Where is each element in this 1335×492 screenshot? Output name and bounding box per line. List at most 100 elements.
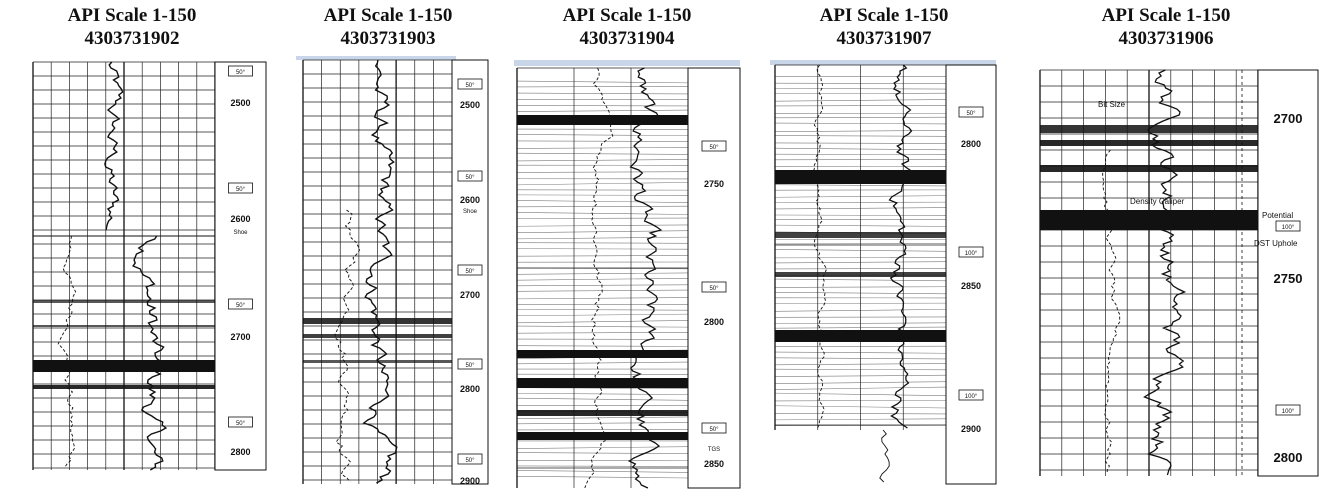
scale-box: 100° — [958, 246, 984, 258]
hatch-line — [516, 200, 689, 203]
marker-label: TGS — [708, 447, 720, 453]
shale-band-2 — [33, 300, 215, 303]
scale-box-label: 50° — [465, 269, 475, 275]
gamma-ray-curve — [362, 59, 398, 484]
shale-band-0 — [33, 360, 215, 372]
hatch-line — [516, 242, 689, 244]
hatch-line — [516, 230, 689, 233]
depth-label: 2750 — [1274, 271, 1303, 286]
hatch-line — [516, 267, 689, 270]
scale-box-frame — [701, 281, 727, 293]
hatch-line — [516, 309, 689, 311]
depth-label: 2750 — [704, 179, 724, 189]
scale-box: 50° — [457, 78, 483, 90]
scale-box-frame — [457, 358, 483, 370]
scale-box-frame — [958, 106, 984, 118]
panel-well-id: 4303731903 — [340, 28, 436, 49]
hatch-line — [774, 207, 947, 210]
log-panel-5: 2700 2750 2800 100° 100° Bit Size Density Cali… — [1039, 69, 1319, 477]
hatch-line — [774, 92, 947, 95]
caliper-curve — [584, 67, 614, 489]
panel-title-1: API Scale 1-150 4303731902 — [32, 4, 232, 50]
scale-box: 50° — [457, 264, 483, 276]
hatch-line — [516, 92, 689, 95]
shale-band-4 — [1040, 222, 1258, 230]
marker-label: Shoe — [233, 230, 248, 236]
shale-band-1 — [775, 232, 946, 238]
hatch-line — [774, 363, 947, 366]
panel-frame-tint — [770, 60, 996, 65]
hatch-line — [516, 332, 689, 334]
scale-box-frame — [457, 453, 483, 465]
scale-box-label: 50° — [465, 458, 475, 464]
hatch-line — [516, 85, 689, 88]
hatch-line — [516, 105, 689, 107]
hatch-line — [516, 325, 689, 328]
scale-box: 100° — [1275, 404, 1301, 416]
hatch-line — [774, 322, 947, 325]
scale-box-frame — [958, 246, 984, 258]
depth-label: 2600 — [230, 214, 250, 224]
hatch-line — [774, 147, 947, 151]
hatch-line — [516, 109, 689, 112]
depth-label: 2500 — [230, 98, 250, 108]
hatch-line — [774, 278, 947, 282]
panel-title-2: API Scale 1-150 4303731903 — [288, 4, 488, 50]
hatch-line — [774, 105, 947, 107]
hatch-line — [516, 345, 689, 347]
caliper-curve — [810, 64, 827, 430]
hatch-line — [516, 452, 689, 455]
hatch-line — [774, 130, 947, 132]
log-panel-3: 2750 2800 2850 50° 50° 50° TGS — [514, 60, 741, 489]
shale-band-3 — [517, 410, 688, 416]
depth-label: 2600 — [460, 195, 480, 205]
depth-track — [687, 67, 741, 489]
log-annotation: Potential — [1262, 211, 1293, 220]
hatch-line — [774, 368, 947, 371]
depth-label: 2800 — [961, 139, 981, 149]
shale-band-2 — [775, 272, 946, 277]
hatch-line — [516, 212, 689, 215]
scale-box-label: 100° — [1282, 409, 1295, 415]
hatch-line — [516, 171, 689, 173]
hatch-line — [774, 142, 947, 144]
hatch-line — [774, 195, 947, 198]
depth-label: 2700 — [1274, 111, 1303, 126]
scale-box-frame — [228, 182, 253, 194]
hatch-line — [774, 214, 947, 216]
panel-frame-tint — [514, 60, 740, 66]
hatch-line — [774, 201, 947, 204]
hatch-line — [774, 374, 947, 377]
log-panel-1: 2500 2600 2700 2800 50° 50° 50° 50° Shoe — [32, 61, 267, 471]
hatch-line — [516, 272, 689, 275]
hatch-line — [774, 413, 947, 415]
scale-box-frame — [1275, 220, 1301, 232]
scale-box: 50° — [701, 140, 727, 152]
log-annotation: Bit Size — [1098, 100, 1126, 109]
scale-box: 50° — [228, 65, 253, 77]
panel-scale-label: API Scale 1-150 — [1101, 5, 1231, 26]
gamma-ray-curve — [888, 64, 913, 429]
scale-box-label: 50° — [709, 145, 719, 151]
panel-title-5: API Scale 1-150 4303731906 — [1066, 4, 1266, 50]
panel-well-id: 4303731906 — [1118, 28, 1214, 49]
hatch-line — [774, 386, 947, 390]
scale-box-label: 50° — [465, 83, 475, 89]
depth-label: 2500 — [460, 100, 480, 110]
scale-box-frame — [457, 264, 483, 276]
scale-box-frame — [457, 170, 483, 182]
marker-label: Shoe — [463, 209, 478, 215]
hatch-line — [774, 116, 947, 119]
scale-box-frame — [228, 65, 253, 77]
scale-box: 50° — [228, 416, 253, 428]
hatch-line — [516, 159, 689, 162]
hatch-line — [774, 399, 947, 402]
gamma-ray-curve — [1143, 69, 1187, 476]
panel-well-id: 4303731904 — [579, 28, 675, 49]
shale-band-3 — [33, 325, 215, 327]
shale-band-0 — [775, 170, 946, 184]
hatch-line — [516, 465, 689, 467]
scale-box-frame — [228, 416, 253, 428]
